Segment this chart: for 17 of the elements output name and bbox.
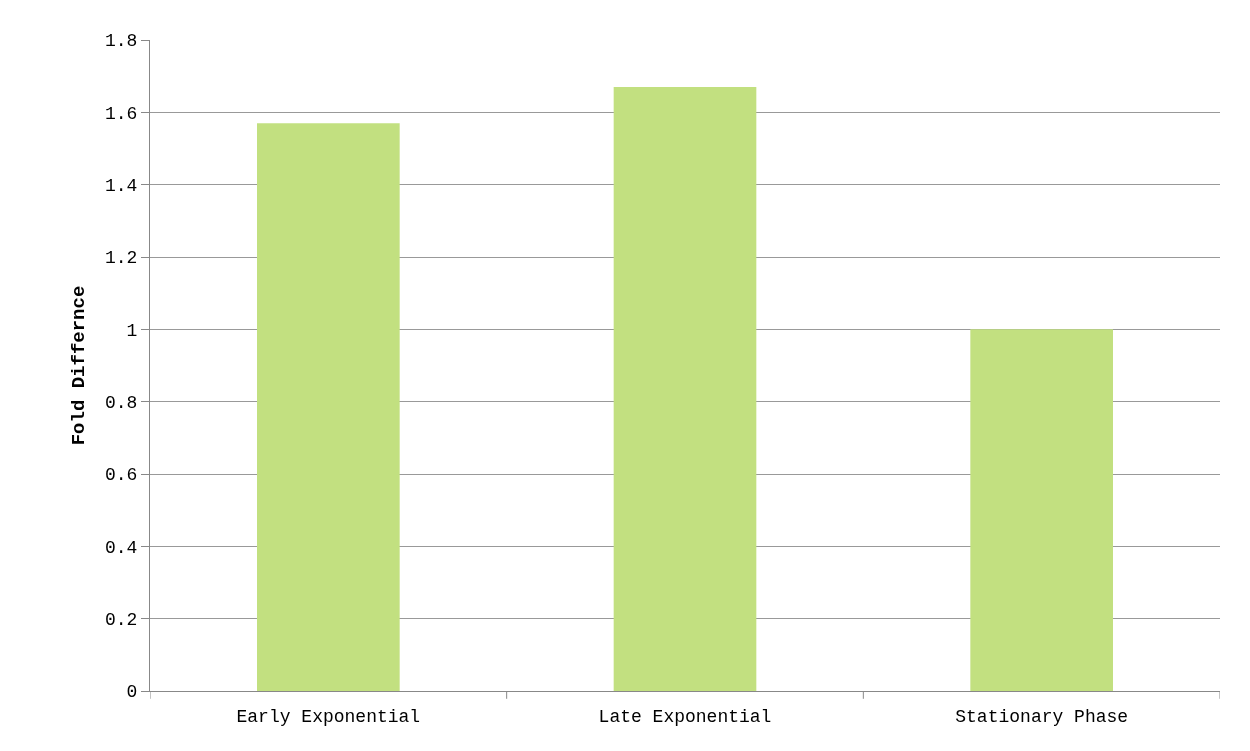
y-tick-label: 0.6: [104, 465, 138, 486]
y-tick-label: 0.8: [104, 392, 138, 413]
bar: [257, 123, 400, 691]
y-axis-title: Fold Differnce: [67, 285, 90, 446]
y-tick-label: 1: [126, 320, 138, 341]
x-tick-label: Stationary Phase: [955, 706, 1129, 727]
x-tick-label: Early Exponential: [236, 706, 421, 727]
y-tick-label: 0.4: [104, 537, 138, 558]
x-tick-label: Late Exponential: [598, 706, 772, 727]
y-tick-label: 1.6: [104, 103, 138, 124]
y-tick-label: 1.8: [104, 31, 138, 52]
y-tick-label: 0.2: [104, 609, 138, 630]
bar: [613, 87, 757, 691]
bar: [970, 329, 1113, 691]
y-tick-label: 0: [126, 682, 138, 703]
y-tick-label: 1.2: [104, 248, 138, 269]
y-tick-label: 1.4: [104, 175, 138, 196]
